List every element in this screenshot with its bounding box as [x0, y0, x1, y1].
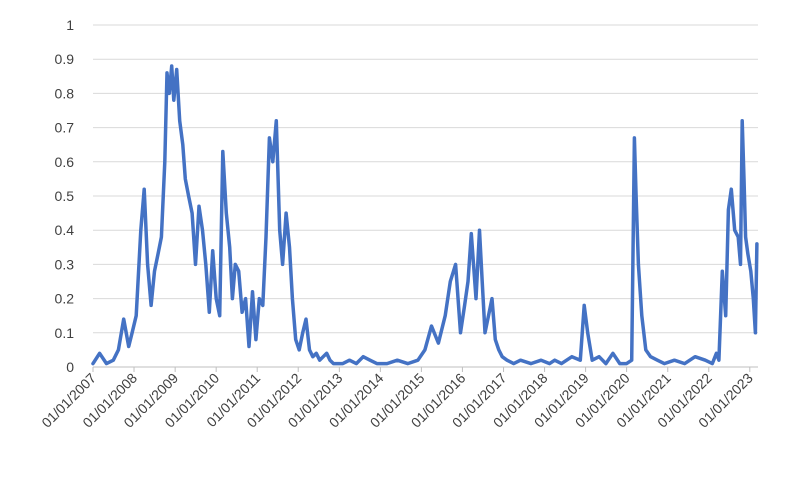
gridlines — [93, 24, 758, 368]
series-line — [91, 64, 759, 366]
y-tick-label: 0.3 — [55, 256, 75, 272]
y-tick-label: 0.2 — [55, 291, 75, 307]
y-tick-label: 0.7 — [55, 120, 75, 136]
y-tick-label: 0.9 — [55, 51, 75, 67]
y-tick-label: 0.1 — [55, 325, 75, 341]
y-tick-label: 0.8 — [55, 85, 75, 101]
y-tick-label: 0.6 — [55, 154, 75, 170]
y-tick-label: 0.4 — [55, 222, 75, 238]
y-axis-ticks: 0 0.1 0.2 0.3 0.4 0.5 0.6 0.7 0.8 0.9 1 — [55, 17, 75, 375]
y-tick-label: 0.5 — [55, 188, 75, 204]
y-tick-label: 1 — [66, 17, 74, 33]
y-tick-label: 0 — [66, 359, 74, 375]
x-axis-ticks: 01/01/200701/01/200801/01/200901/01/2010… — [38, 367, 756, 431]
series-layer — [91, 64, 759, 366]
